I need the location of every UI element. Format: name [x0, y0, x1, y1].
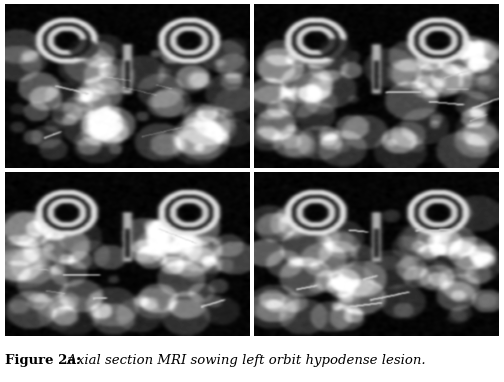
Text: Figure 2a:: Figure 2a:	[5, 354, 81, 367]
Text: Axial section MRI sowing left orbit hypodense lesion.: Axial section MRI sowing left orbit hypo…	[63, 354, 425, 367]
